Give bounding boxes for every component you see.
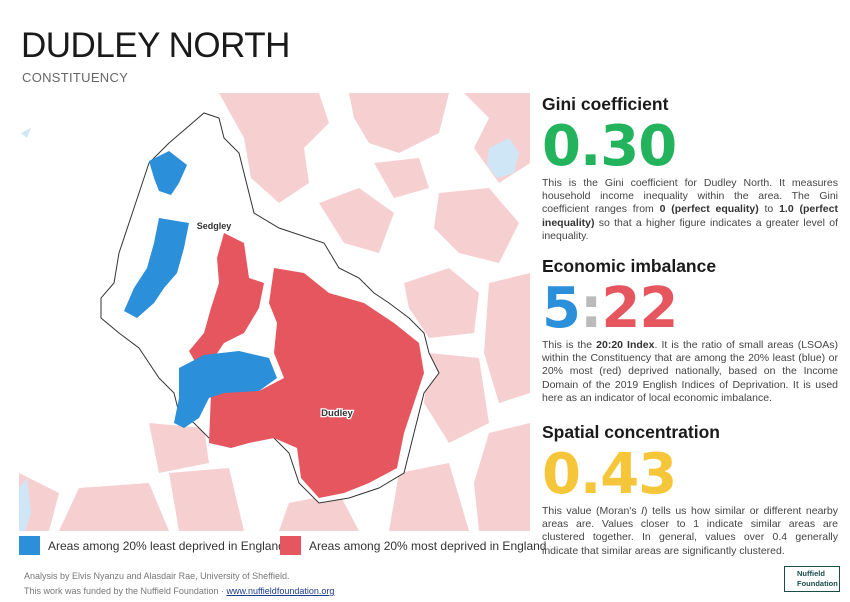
legend-least-deprived: Areas among 20% least deprived in Englan… xyxy=(19,536,285,555)
legend-label-least: Areas among 20% least deprived in Englan… xyxy=(48,538,285,553)
least-deprived-areas xyxy=(124,151,277,428)
page-title: DUDLEY NORTH xyxy=(21,26,290,65)
map-svg: Sedgley Dudley xyxy=(19,93,530,531)
imbalance-heading: Economic imbalance xyxy=(542,256,717,276)
canal-water xyxy=(19,478,31,531)
legend-most-deprived: Areas among 20% most deprived in England xyxy=(280,536,546,555)
imbalance-section: Economic imbalance 5:22 This is the 20:2… xyxy=(542,256,838,405)
imbalance-separator: : xyxy=(579,276,602,341)
imbalance-least-value: 5 xyxy=(542,276,581,341)
legend-swatch-least xyxy=(19,536,40,555)
gini-section: Gini coefficient 0.30 This is the Gini c… xyxy=(542,94,838,243)
footer-funding: This work was funded by the Nuffield Fou… xyxy=(24,586,335,596)
spatial-section: Spatial concentration 0.43 This value (M… xyxy=(542,422,838,558)
spatial-heading: Spatial concentration xyxy=(542,422,720,442)
gini-description: This is the Gini coefficient for Dudley … xyxy=(542,177,838,242)
imbalance-most-value: 22 xyxy=(601,276,678,341)
reservoir-water xyxy=(487,138,519,178)
place-label-dudley: Dudley xyxy=(321,408,353,419)
imbalance-description: This is the 20:20 Index. It is the ratio… xyxy=(542,339,838,404)
spatial-description: This value (Moran's I) tells us how simi… xyxy=(542,505,838,557)
place-label-sedgley: Sedgley xyxy=(197,221,232,231)
nuffield-logo: Nuffield Foundation xyxy=(784,566,840,592)
legend-label-most: Areas among 20% most deprived in England xyxy=(309,538,547,553)
legend-swatch-most xyxy=(280,536,301,555)
gini-value: 0.30 xyxy=(542,114,677,179)
pond-water xyxy=(21,128,31,138)
most-deprived-areas xyxy=(189,233,424,498)
nuffield-link[interactable]: www.nuffieldfoundation.org xyxy=(226,586,335,596)
constituency-map: Sedgley Dudley xyxy=(19,93,530,531)
footer-credit: Analysis by Elvis Nyanzu and Alasdair Ra… xyxy=(24,571,290,581)
page-subtitle: CONSTITUENCY xyxy=(22,70,129,85)
gini-heading: Gini coefficient xyxy=(542,94,669,114)
imbalance-ratio: 5:22 xyxy=(542,281,838,339)
spatial-value: 0.43 xyxy=(542,442,677,507)
